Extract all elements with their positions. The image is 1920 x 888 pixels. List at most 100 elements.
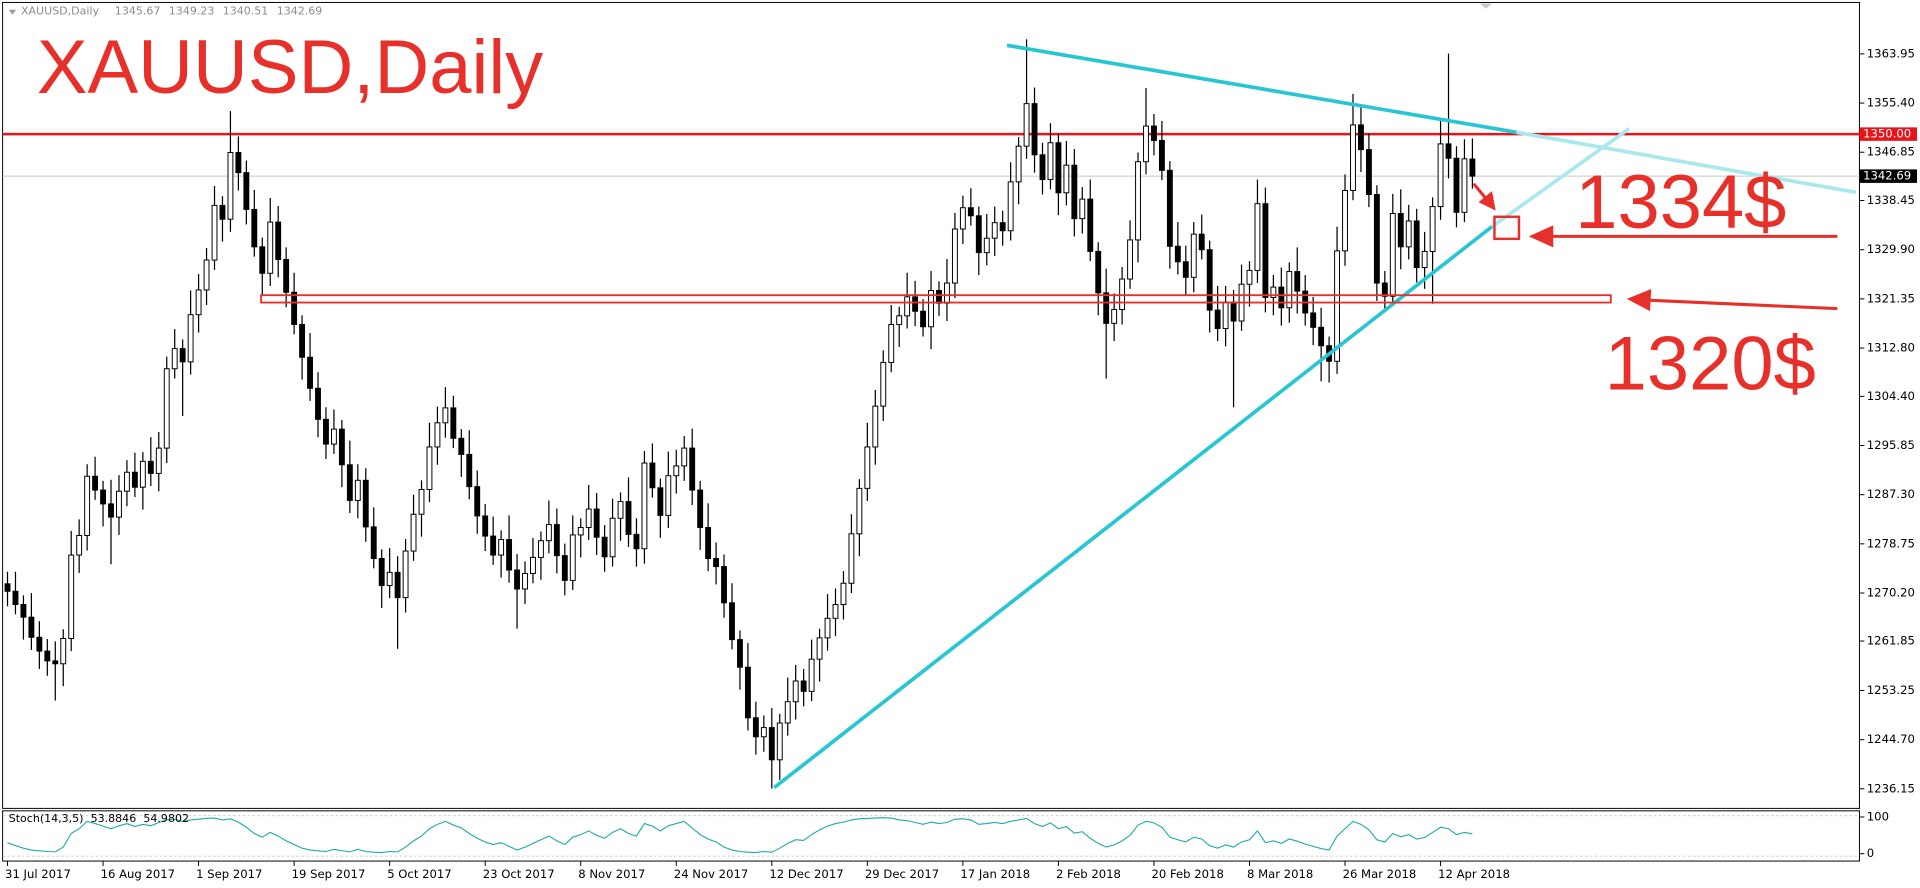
candle-body bbox=[1381, 282, 1388, 297]
candle-body bbox=[713, 558, 720, 568]
candle-body bbox=[1397, 212, 1404, 248]
candle-body bbox=[267, 221, 274, 274]
candle-body bbox=[243, 172, 250, 210]
candle-body bbox=[752, 717, 759, 738]
candle-body bbox=[1095, 250, 1102, 294]
y-tick-label: 1338.45 bbox=[1867, 193, 1915, 207]
menu-triangle[interactable] bbox=[8, 9, 17, 15]
candle-body bbox=[936, 290, 942, 304]
candle-body bbox=[888, 323, 895, 363]
candle-body bbox=[1469, 158, 1476, 177]
candle-body bbox=[665, 475, 672, 516]
indicator-signal: 54.9802 bbox=[143, 812, 189, 825]
candle-body bbox=[1031, 103, 1038, 156]
support-zone bbox=[260, 294, 1612, 304]
candle-body bbox=[601, 536, 608, 558]
candle-body bbox=[60, 637, 67, 665]
candle-body bbox=[768, 727, 775, 761]
candle-body bbox=[609, 517, 616, 558]
candle-body bbox=[681, 447, 688, 467]
y-tick-label: 1261.85 bbox=[1867, 634, 1915, 648]
indicator-tick-label: 0 bbox=[1867, 846, 1874, 860]
candle-body bbox=[92, 475, 99, 491]
price-level-label: 1350.00 bbox=[1863, 127, 1911, 141]
candle-body bbox=[195, 289, 202, 316]
candle-body bbox=[649, 462, 656, 489]
candle-body bbox=[1310, 312, 1317, 328]
candle-body bbox=[1222, 301, 1229, 329]
candle-body bbox=[545, 524, 552, 542]
plot: 1363.95 1355.40 1346.85 1338.45 1329.90 1321.… bbox=[2, 39, 1918, 881]
candle-body bbox=[203, 259, 210, 291]
candle-body bbox=[1182, 261, 1189, 278]
candle-body bbox=[1294, 271, 1301, 292]
indicator-tick-label: 100 bbox=[1867, 809, 1889, 823]
candle-body bbox=[490, 535, 497, 556]
candle-body bbox=[912, 296, 919, 312]
candle-body bbox=[362, 479, 369, 528]
candle-body bbox=[967, 207, 974, 217]
candle-body bbox=[896, 315, 903, 325]
candle-body bbox=[1158, 139, 1165, 171]
candle-body bbox=[4, 583, 11, 592]
candle-body bbox=[522, 572, 528, 590]
x-tick-label: 23 Oct 2017 bbox=[483, 867, 555, 881]
candle-body bbox=[705, 526, 712, 560]
candle-body bbox=[370, 526, 377, 560]
candle-body bbox=[474, 486, 481, 517]
candle-body bbox=[44, 650, 51, 662]
candle-body bbox=[975, 215, 982, 254]
candle-body bbox=[514, 569, 520, 590]
x-tick-label: 24 Nov 2017 bbox=[674, 867, 748, 881]
chart-header: XAUUSD,Daily 1345.67 1349.23 1340.51 134… bbox=[21, 5, 322, 18]
candle-body bbox=[1278, 286, 1285, 309]
candle-body bbox=[155, 447, 162, 474]
header-symbol: XAUUSD,Daily bbox=[21, 5, 100, 18]
y-tick-label: 1236.15 bbox=[1867, 781, 1915, 795]
x-tick-label: 5 Oct 2017 bbox=[387, 867, 451, 881]
candle-body bbox=[904, 296, 911, 317]
target-box bbox=[1493, 215, 1521, 241]
y-tick-label: 1312.80 bbox=[1867, 341, 1915, 355]
candle-body bbox=[1270, 286, 1277, 298]
candle-body bbox=[12, 590, 19, 606]
candle-body bbox=[259, 246, 266, 274]
y-tick-label: 1363.95 bbox=[1867, 46, 1915, 60]
candle-body bbox=[1365, 149, 1372, 195]
candle-body bbox=[880, 361, 887, 407]
trend-line-upper bbox=[1006, 43, 1517, 135]
candle-body bbox=[211, 204, 218, 261]
y-tick-label: 1287.30 bbox=[1867, 487, 1915, 501]
candle-body bbox=[450, 407, 457, 439]
candle-body bbox=[1445, 143, 1452, 159]
candle-body bbox=[187, 314, 194, 363]
candle-body bbox=[1055, 142, 1062, 194]
candle-body bbox=[1461, 158, 1468, 213]
candle-body bbox=[641, 462, 648, 550]
candle-body bbox=[291, 291, 298, 325]
candle-body bbox=[323, 418, 329, 445]
candle-body bbox=[737, 639, 743, 668]
price-level-tag bbox=[1859, 169, 1918, 183]
candle-body bbox=[418, 489, 425, 515]
y-tick-label: 1346.85 bbox=[1867, 145, 1915, 159]
trend-line-lower-extension bbox=[1490, 127, 1631, 229]
y-tick-label: 1253.25 bbox=[1867, 683, 1915, 697]
candle-body bbox=[482, 515, 489, 537]
candle-body bbox=[848, 533, 855, 584]
candle-body bbox=[585, 508, 592, 528]
candle-body bbox=[824, 617, 831, 639]
candle-body bbox=[346, 464, 353, 501]
candle-body bbox=[123, 471, 130, 492]
candle-body bbox=[1166, 169, 1173, 247]
candle-body bbox=[100, 489, 106, 505]
candle-body bbox=[20, 604, 27, 618]
candle-body bbox=[1135, 161, 1141, 241]
indicator-frame bbox=[2, 810, 1860, 862]
candle-body bbox=[378, 558, 385, 587]
price-level-tag bbox=[1859, 127, 1918, 141]
candle-body bbox=[179, 348, 186, 363]
x-tick-label: 12 Dec 2017 bbox=[769, 867, 843, 881]
y-tick-label: 1329.90 bbox=[1867, 242, 1915, 256]
